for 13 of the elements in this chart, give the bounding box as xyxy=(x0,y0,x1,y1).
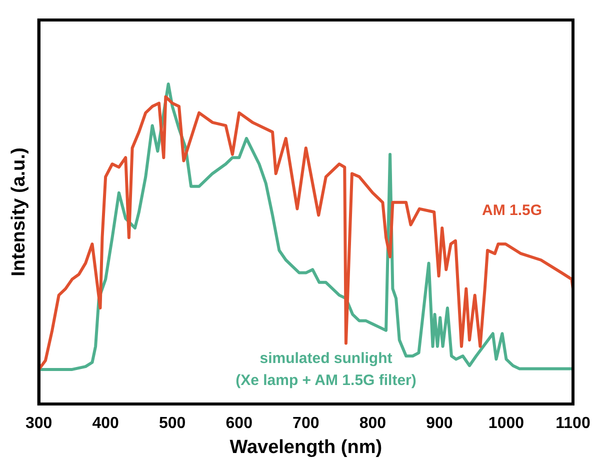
x-tick-label: 500 xyxy=(159,415,186,432)
x-tick-label: 400 xyxy=(92,415,120,432)
x-axis-title: Wavelength (nm) xyxy=(230,436,382,458)
x-tick-label: 900 xyxy=(426,415,453,432)
series-label: AM 1.5G xyxy=(482,201,542,221)
x-tick-label: 300 xyxy=(25,415,52,432)
y-axis-title: Intensity (a.u.) xyxy=(8,148,30,276)
x-tick-label: 1100 xyxy=(556,415,590,432)
x-tick-label: 700 xyxy=(292,415,320,432)
x-tick-label: 600 xyxy=(226,415,253,432)
x-tick-label: 800 xyxy=(359,415,386,432)
x-tick-label: 1000 xyxy=(488,415,524,432)
series-label: simulated sunlight (Xe lamp + AM 1.5G filter) xyxy=(236,349,416,391)
